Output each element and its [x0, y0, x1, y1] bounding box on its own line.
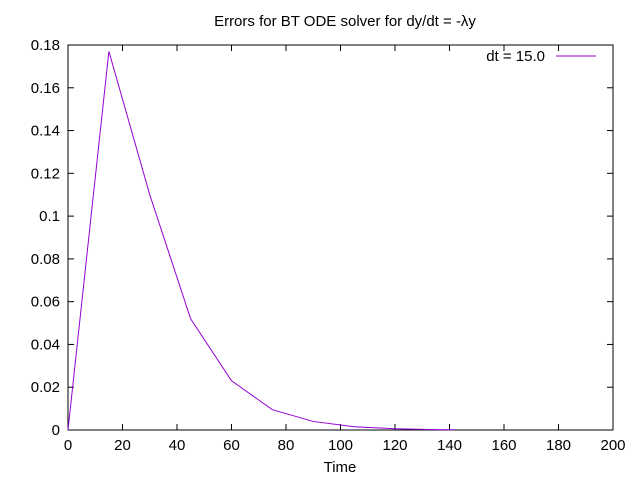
y-tick-label: 0.02 [31, 379, 60, 396]
data-series [67, 51, 455, 431]
x-tick-label: 40 [169, 437, 186, 454]
x-tick-label: 20 [114, 437, 131, 454]
y-tick-label: 0.18 [31, 37, 60, 54]
x-tick-label: 160 [491, 437, 516, 454]
x-tick-label: 140 [437, 437, 462, 454]
plot-frame [67, 44, 614, 431]
x-tick-label: 180 [546, 437, 571, 454]
axis-ticks [67, 44, 614, 431]
y-tick-label: 0 [52, 422, 60, 439]
x-tick-label: 120 [382, 437, 407, 454]
chart-title: Errors for BT ODE solver for dy/dt = -λy [214, 13, 476, 30]
x-tick-label: 200 [600, 437, 625, 454]
x-tick-label: 80 [278, 437, 295, 454]
y-tick-label: 0.12 [31, 165, 60, 182]
x-tick-label: 60 [223, 437, 240, 454]
x-tick-label: 100 [328, 437, 353, 454]
axis-tick-labels: 0 20 40 60 80 100 120 140 160 180 200 0 0.02 0.04 0.06… [31, 37, 626, 454]
y-tick-label: 0.1 [39, 208, 60, 225]
x-tick-label: 0 [64, 437, 72, 454]
legend: dt = 15.0 [486, 48, 596, 65]
y-tick-label: 0.16 [31, 80, 60, 97]
y-tick-label: 0.06 [31, 294, 60, 311]
y-tick-label: 0.08 [31, 251, 60, 268]
y-tick-label: 0.14 [31, 123, 60, 140]
series-line [67, 51, 455, 431]
legend-entry-label: dt = 15.0 [486, 48, 545, 65]
x-axis-label: Time [324, 459, 357, 476]
y-tick-label: 0.04 [31, 336, 60, 353]
